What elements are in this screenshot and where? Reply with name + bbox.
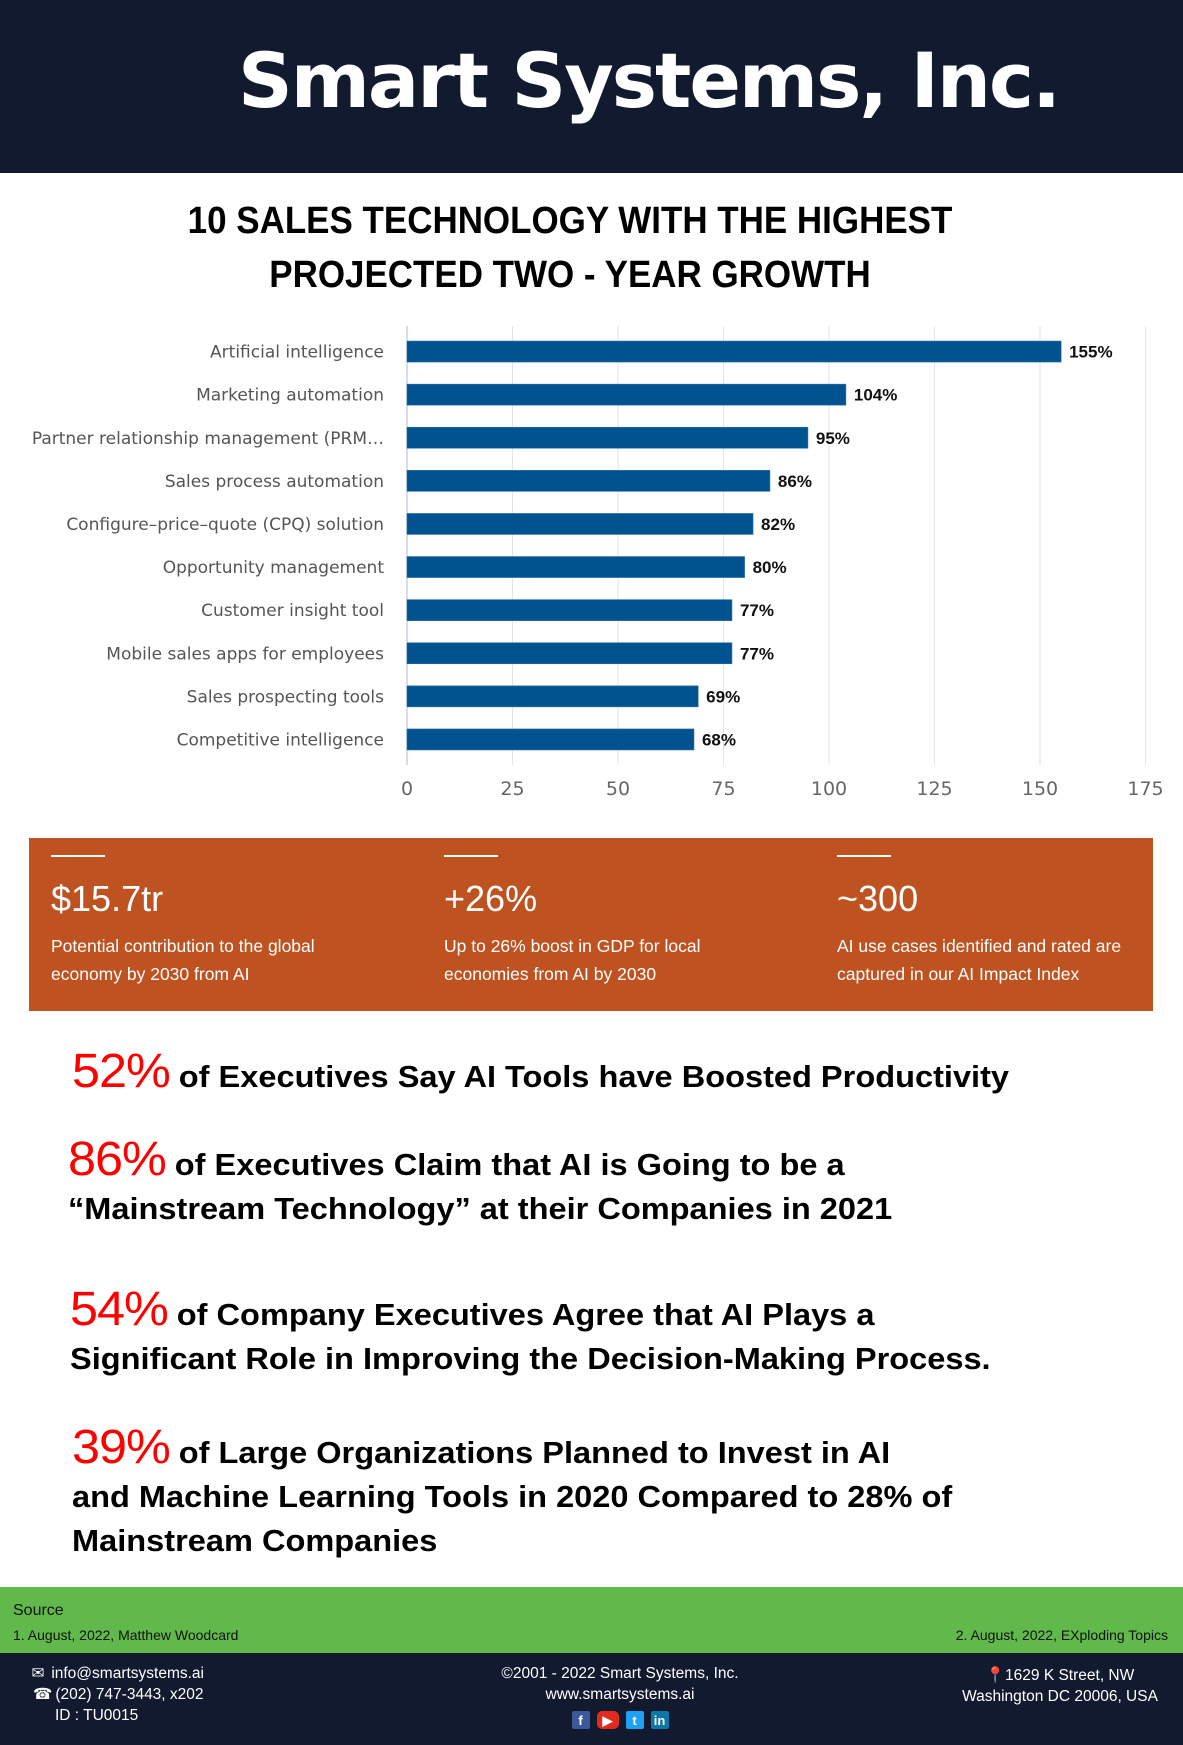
source-title: Source (13, 1602, 64, 1619)
fact-item: 52% of Executives Say AI Tools have Boos… (72, 1048, 1010, 1099)
data-label: 69% (706, 687, 740, 706)
social-links: f ▶ t in (480, 1711, 760, 1729)
category-label: Partner relationship management (PRM… (32, 429, 384, 449)
x-tick-label: 0 (401, 778, 413, 800)
x-tick-label: 100 (811, 778, 847, 800)
source-item: 2. August, 2022, EXploding Topics (955, 1627, 1168, 1643)
fact-text: Mainstream Companies (72, 1523, 438, 1558)
footer: ✉ info@smartsystems.ai ☎ (202) 747-3443,… (0, 1653, 1183, 1745)
fact-percent: 52% (72, 1045, 171, 1098)
category-label: Customer insight tool (201, 601, 384, 621)
category-label: Marketing automation (196, 386, 384, 406)
data-label: 80% (753, 558, 787, 577)
stat-rule (837, 855, 891, 857)
stat-value: ~300 (837, 878, 919, 919)
data-label: 77% (740, 644, 774, 663)
bar (406, 470, 771, 492)
bar (406, 556, 745, 578)
data-label: 86% (778, 472, 812, 491)
phone-icon: ☎ (33, 1686, 53, 1703)
bar (406, 728, 695, 751)
header-banner: Smart Systems, Inc. (0, 0, 1183, 173)
bar (406, 340, 1062, 363)
bar (406, 383, 847, 406)
x-tick-label: 150 (1022, 778, 1058, 800)
fact-text: of Executives Say AI Tools have Boosted … (178, 1059, 1010, 1094)
youtube-icon[interactable]: ▶ (596, 1711, 619, 1729)
copyright-icon: © (501, 1665, 513, 1682)
stat-description: Up to 26% boost in GDP for local economi… (444, 936, 701, 984)
x-tick-label: 125 (916, 778, 952, 800)
category-label: Sales process automation (165, 472, 384, 492)
twitter-icon[interactable]: t (625, 1711, 644, 1729)
category-label: Artificial intelligence (210, 343, 384, 363)
brand-title: Smart Systems, Inc. (238, 36, 1061, 125)
bar (406, 426, 809, 449)
document-id: ID : TU0015 (55, 1707, 139, 1724)
bar (406, 685, 699, 708)
x-tick-label: 75 (711, 778, 735, 800)
data-label: 95% (816, 429, 850, 448)
category-label: Opportunity management (163, 558, 385, 578)
website-link[interactable]: www.smartsystems.ai (545, 1686, 695, 1703)
facebook-icon[interactable]: f (571, 1711, 590, 1729)
stat-description: AI use cases identified and rated are ca… (837, 936, 1122, 984)
fact-item: 54% of Company Executives Agree that AI … (70, 1286, 991, 1381)
envelope-icon: ✉ (31, 1665, 45, 1682)
x-tick-label: 25 (500, 778, 524, 800)
x-tick-label: 175 (1127, 778, 1163, 800)
source-item: 1. August, 2022, Matthew Woodcard (13, 1627, 239, 1643)
copyright-block: ©2001 - 2022 Smart Systems, Inc. www.sma… (480, 1663, 760, 1729)
fact-percent: 54% (70, 1283, 169, 1336)
stat-value: +26% (444, 878, 538, 919)
fact-percent: 86% (68, 1133, 167, 1186)
bar (406, 513, 754, 535)
fact-percent: 39% (72, 1421, 171, 1474)
data-label: 82% (761, 515, 795, 534)
address-block: 📍1629 K Street, NW Washington DC 20006, … (940, 1665, 1180, 1707)
phone-number: (202) 747-3443, x202 (55, 1686, 204, 1703)
chart-title-line-1: 10 SALES TECHNOLOGY WITH THE HIGHEST (187, 200, 953, 242)
address-line-1: 1629 K Street, NW (1005, 1667, 1135, 1684)
location-pin-icon: 📍 (985, 1667, 1006, 1684)
category-label: Sales prospecting tools (187, 687, 384, 707)
data-label: 77% (740, 601, 774, 620)
source-bar: Source 1. August, 2022, Matthew Woodcard… (0, 1587, 1183, 1653)
fact-text: of Large Organizations Planned to Invest… (178, 1435, 891, 1470)
chart-title-line-2: PROJECTED TWO - YEAR GROWTH (269, 254, 871, 296)
data-label: 104% (854, 386, 897, 405)
contact-block: ✉ info@smartsystems.ai ☎ (202) 747-3443,… (29, 1663, 205, 1726)
stat-value: $15.7tr (51, 878, 164, 919)
stat-description: Potential contribution to the global eco… (51, 936, 315, 984)
x-tick-label: 50 (606, 778, 630, 800)
category-label: Competitive intelligence (177, 730, 384, 750)
fact-text: of Executives Claim that AI is Going to … (174, 1147, 845, 1182)
fact-item: 39% of Large Organizations Planned to In… (72, 1424, 953, 1563)
bar (406, 599, 733, 621)
data-label: 68% (702, 730, 736, 749)
category-label: Mobile sales apps for employees (106, 644, 384, 664)
bar-chart: 0 25 50 75 100 125 150 175 Artificial intelligen… (32, 326, 1164, 800)
fact-text: “Mainstream Technology” at their Compani… (68, 1191, 893, 1226)
data-label: 155% (1069, 343, 1112, 362)
copyright-text: 2001 - 2022 Smart Systems, Inc. (512, 1665, 739, 1682)
bar (406, 642, 733, 665)
fact-text: of Company Executives Agree that AI Play… (176, 1297, 875, 1332)
fact-text: Significant Role in Improving the Decisi… (70, 1341, 991, 1376)
category-label: Configure–price–quote (CPQ) solution (66, 515, 384, 535)
linkedin-icon[interactable]: in (650, 1711, 669, 1729)
stats-panel: $15.7tr Potential contribution to the gl… (29, 838, 1153, 1011)
fact-text: and Machine Learning Tools in 2020 Compa… (72, 1479, 953, 1514)
fact-item: 86% of Executives Claim that AI is Going… (68, 1136, 893, 1231)
stat-rule (51, 855, 105, 857)
stat-rule (444, 855, 498, 857)
address-line-2: Washington DC 20006, USA (962, 1688, 1158, 1705)
email-link[interactable]: info@smartsystems.ai (51, 1665, 204, 1682)
